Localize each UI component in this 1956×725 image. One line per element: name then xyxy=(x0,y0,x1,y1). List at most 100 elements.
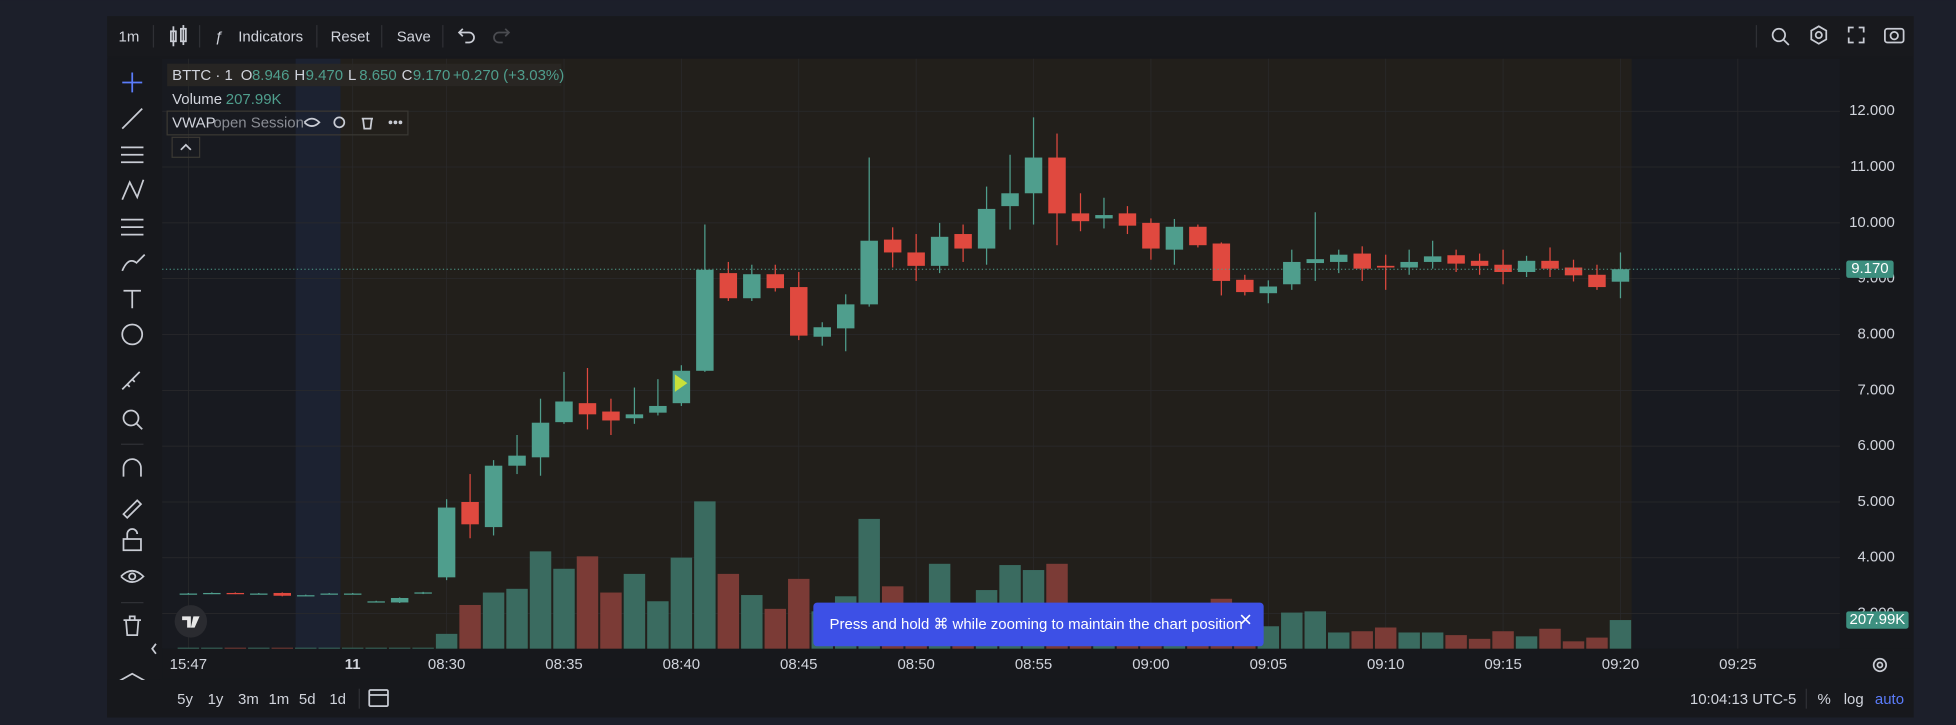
candle-body xyxy=(203,592,221,595)
y-tick-label: 12.000 xyxy=(1849,102,1895,119)
candle-body xyxy=(1189,226,1207,246)
indicators-button[interactable]: Indicators xyxy=(238,28,303,45)
candle-body xyxy=(1541,260,1559,269)
volume-bar xyxy=(365,647,387,649)
x-tick-label: 08:35 xyxy=(545,656,582,673)
range-buttons: 5y 1y 3m 1m 5d 1d xyxy=(177,691,346,708)
x-tick-label: 09:10 xyxy=(1367,656,1404,673)
axes: 3.0004.0005.0006.0007.0008.0009.00010.00… xyxy=(170,102,1909,673)
x-tick-label: 15:47 xyxy=(170,656,207,673)
candle-body xyxy=(1447,255,1465,264)
log-toggle[interactable]: log xyxy=(1844,691,1864,708)
candle-body xyxy=(367,601,385,603)
candle-body xyxy=(602,411,620,421)
volume-bar xyxy=(788,578,810,649)
last-price-tag xyxy=(1846,260,1894,278)
range-button[interactable]: 1y xyxy=(208,691,224,708)
toast-close[interactable] xyxy=(1240,614,1251,625)
volume-bar xyxy=(1445,635,1467,649)
candle-body xyxy=(1071,213,1090,222)
candle-body xyxy=(273,592,292,596)
volume-bar xyxy=(647,601,669,649)
range-button[interactable]: 5d xyxy=(299,691,316,708)
candle-body xyxy=(578,403,597,415)
candle-body xyxy=(1588,274,1606,288)
candle-body xyxy=(390,597,409,603)
candle-body xyxy=(508,455,526,466)
candle-body xyxy=(437,507,456,578)
candle-body xyxy=(179,593,198,595)
x-tick-label: 09:00 xyxy=(1132,656,1169,673)
y-tick-label: 10.000 xyxy=(1849,214,1895,231)
reset-button[interactable]: Reset xyxy=(331,28,371,45)
x-tick-label: 09:25 xyxy=(1719,656,1756,673)
redo-button[interactable] xyxy=(493,28,511,44)
range-button[interactable]: 3m xyxy=(238,691,259,708)
ohlc-value: 9.170 xyxy=(413,67,450,84)
range-button[interactable]: 5y xyxy=(177,691,193,708)
volume-bar xyxy=(1609,620,1632,649)
goto-date-icon[interactable] xyxy=(368,689,389,708)
toast-message: Press and hold ⌘ while zooming to mainta… xyxy=(830,616,1243,633)
candle-body xyxy=(1376,265,1395,268)
auto-toggle[interactable]: auto xyxy=(1875,691,1904,708)
session-band xyxy=(295,58,341,649)
candle-body xyxy=(977,208,996,249)
x-tick-label: 08:50 xyxy=(897,656,934,673)
candle-body xyxy=(1517,260,1536,272)
volume-bar xyxy=(506,588,528,649)
candle-body xyxy=(1306,259,1324,264)
x-tick-label: 09:05 xyxy=(1250,656,1287,673)
candle-body xyxy=(649,405,667,413)
chart-type-icon[interactable] xyxy=(170,25,187,47)
volume-bar xyxy=(1374,627,1397,649)
last-price-label: 9.170 xyxy=(1851,260,1888,277)
scroll-left[interactable] xyxy=(151,643,157,655)
logo-mark xyxy=(182,616,200,628)
x-tick-label: 08:40 xyxy=(663,656,700,673)
candle-body xyxy=(414,592,432,594)
candle-body xyxy=(531,422,550,458)
ohlc-value: 9.470 xyxy=(306,67,343,84)
fullscreen-icon[interactable] xyxy=(1847,26,1865,44)
y-tick-label: 4.000 xyxy=(1857,549,1894,566)
range-button[interactable]: 1m xyxy=(268,691,289,708)
volume-bar xyxy=(177,647,200,649)
signal-marker xyxy=(674,374,688,392)
volume-bar xyxy=(1586,637,1608,649)
percent-toggle[interactable]: % xyxy=(1818,691,1831,708)
undo-button[interactable] xyxy=(457,28,475,44)
interval-button[interactable]: 1m xyxy=(119,28,140,45)
collapse-button[interactable] xyxy=(171,136,201,158)
volume-bar xyxy=(318,647,340,649)
volume-bar xyxy=(694,501,716,649)
save-button[interactable]: Save xyxy=(397,28,431,45)
volume-bar xyxy=(1398,632,1420,649)
fx-icon[interactable]: ƒ xyxy=(215,28,223,45)
volume-bar xyxy=(576,556,599,649)
volume-bar xyxy=(435,633,458,649)
clock: 10:04:13 UTC-5 xyxy=(1690,691,1796,708)
ohlc-key: L xyxy=(348,67,356,84)
y-tick-label: 5.000 xyxy=(1857,493,1894,510)
vwap-actions[interactable] xyxy=(303,116,403,130)
volume-bar xyxy=(459,604,481,649)
candle-body xyxy=(1024,157,1043,194)
candle-body xyxy=(1494,264,1512,272)
volume-bar xyxy=(1515,636,1538,649)
axis-settings[interactable] xyxy=(1872,657,1888,673)
ohlc-value: 8.946 xyxy=(252,67,289,84)
settings-icon[interactable] xyxy=(1810,25,1828,45)
search-icon[interactable] xyxy=(1771,27,1790,46)
change: +0.270 (+3.03%) xyxy=(453,67,564,84)
range-button[interactable]: 1d xyxy=(329,691,346,708)
volume-bar xyxy=(764,608,787,649)
last-volume-tag xyxy=(1846,611,1909,629)
volume-legend-label: Volume xyxy=(172,91,222,108)
x-tick-label: 08:30 xyxy=(428,656,465,673)
candle-body xyxy=(320,593,338,595)
x-tick-label: 09:15 xyxy=(1484,656,1521,673)
volume-bar xyxy=(388,647,411,649)
screenshot-icon[interactable] xyxy=(1884,27,1905,44)
